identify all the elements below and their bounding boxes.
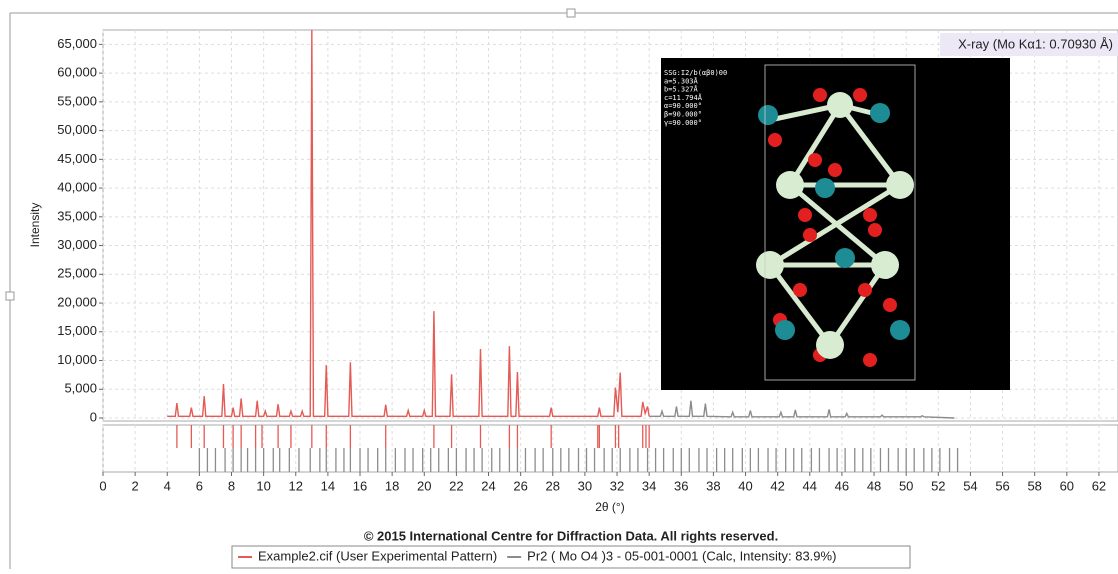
y-tick-label: 30,000: [57, 237, 97, 252]
x-tick-label: 2: [132, 478, 139, 493]
legend-label: Example2.cif (User Experimental Pattern): [258, 548, 497, 563]
x-tick-label: 48: [867, 478, 881, 493]
handle[interactable]: [567, 9, 575, 17]
y-tick-label: 20,000: [57, 294, 97, 309]
x-tick-label: 12: [289, 478, 303, 493]
x-tick-label: 34: [642, 478, 656, 493]
legend-label: Pr2 ( Mo O4 )3 - 05-001-0001 (Calc, Inte…: [527, 548, 836, 563]
y-tick-label: 50,000: [57, 122, 97, 137]
x-tick-label: 40: [738, 478, 752, 493]
y-tick-label: 60,000: [57, 65, 97, 80]
y-tick-label: 55,000: [57, 93, 97, 108]
x-tick-label: 26: [513, 478, 527, 493]
y-tick-label: 10,000: [57, 352, 97, 367]
y-tick-label: 65,000: [57, 36, 97, 51]
x-tick-label: 56: [995, 478, 1009, 493]
x-tick-label: 10: [256, 478, 270, 493]
x-tick-label: 36: [674, 478, 688, 493]
inset-text: b=5.327Å: [664, 85, 699, 94]
x-tick-label: 0: [99, 478, 106, 493]
x-tick-label: 32: [610, 478, 624, 493]
x-tick-label: 52: [931, 478, 945, 493]
x-tick-label: 46: [835, 478, 849, 493]
x-tick-label: 30: [578, 478, 592, 493]
x-tick-label: 58: [1027, 478, 1041, 493]
inset-text: α=90.000°: [664, 102, 702, 110]
x-tick-label: 54: [963, 478, 977, 493]
x-tick-label: 14: [321, 478, 335, 493]
x-tick-label: 38: [706, 478, 720, 493]
y-tick-label: 15,000: [57, 323, 97, 338]
x-tick-label: 42: [770, 478, 784, 493]
y-tick-label: 45,000: [57, 151, 97, 166]
x-tick-label: 20: [417, 478, 431, 493]
x-tick-label: 22: [449, 478, 463, 493]
copyright: © 2015 International Centre for Diffract…: [364, 528, 778, 543]
y-tick-label: 0: [90, 409, 97, 424]
inset-text: β=90.000°: [664, 111, 702, 119]
x-tick-label: 44: [803, 478, 817, 493]
inset-text: SSG:I2/b(αβ0)00: [664, 69, 727, 77]
y-axis-label: Intensity: [28, 203, 42, 248]
inset-text: γ=90.000°: [664, 119, 702, 127]
x-tick-label: 62: [1092, 478, 1106, 493]
x-tick-label: 18: [385, 478, 399, 493]
chart: SSG:I2/b(αβ0)00a=5.303Åb=5.327Åc=11.794Å…: [0, 0, 1118, 569]
inset-text: c=11.794Å: [664, 93, 703, 102]
x-axis-label: 2θ (°): [595, 500, 624, 514]
handle[interactable]: [6, 292, 14, 300]
x-tick-label: 50: [899, 478, 913, 493]
x-tick-label: 6: [196, 478, 203, 493]
y-tick-label: 35,000: [57, 208, 97, 223]
annotation: X-ray (Mo Kα1: 0.70930 Å): [958, 36, 1113, 51]
y-tick-label: 5,000: [64, 381, 97, 396]
x-tick-label: 16: [353, 478, 367, 493]
inset-text: a=5.303Å: [664, 76, 699, 85]
x-tick-label: 60: [1060, 478, 1074, 493]
x-tick-label: 8: [228, 478, 235, 493]
x-tick-label: 24: [481, 478, 495, 493]
structure-inset: SSG:I2/b(αβ0)00a=5.303Åb=5.327Åc=11.794Å…: [661, 58, 1010, 390]
x-tick-label: 28: [546, 478, 560, 493]
y-tick-label: 25,000: [57, 266, 97, 281]
x-tick-label: 4: [164, 478, 171, 493]
y-tick-label: 40,000: [57, 180, 97, 195]
